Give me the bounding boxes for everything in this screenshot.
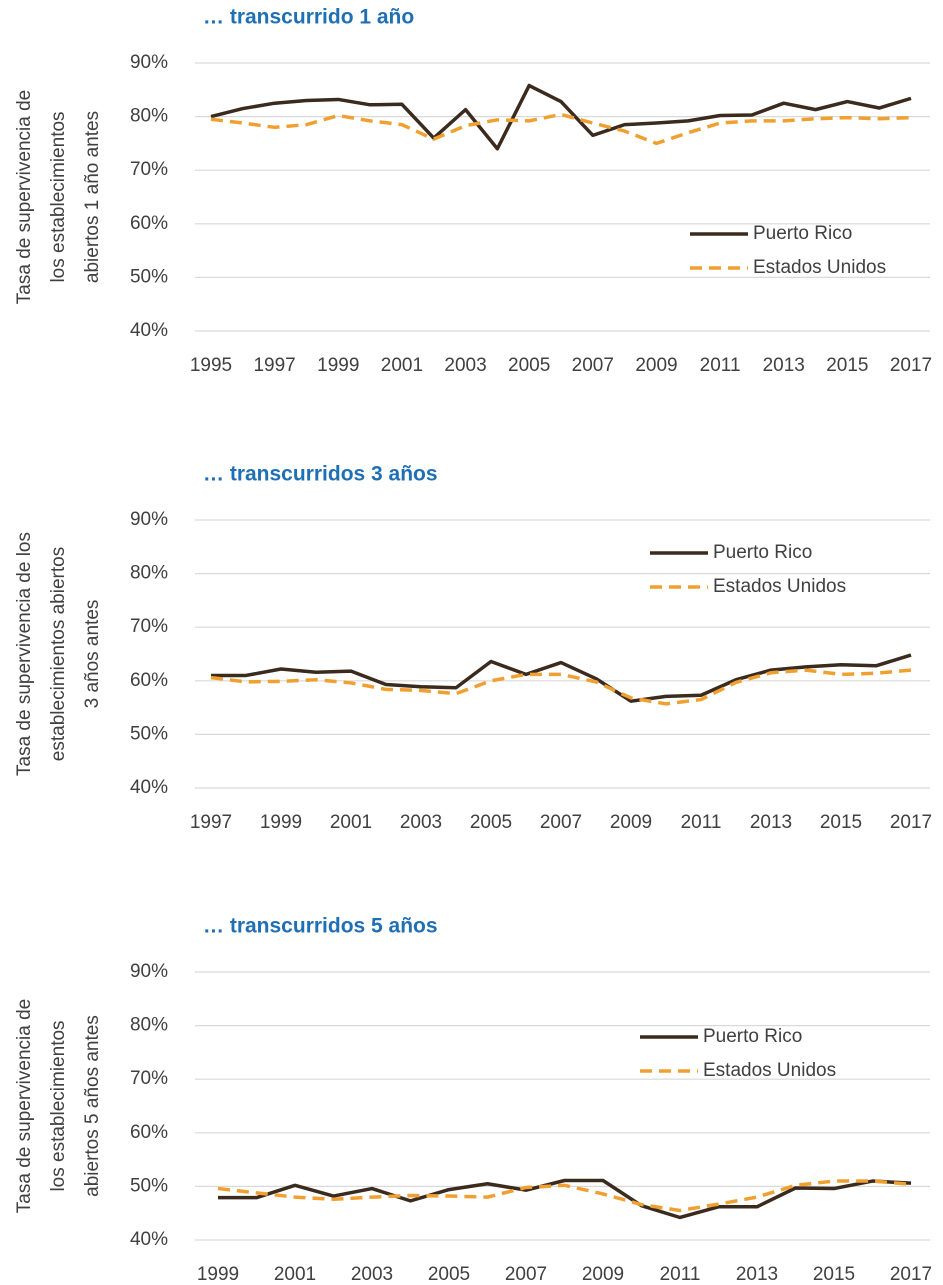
series-line — [217, 1179, 912, 1213]
x-tick-label: 2017 — [890, 355, 932, 376]
y-tick-label: 80% — [130, 1015, 168, 1036]
y-tick-label: 60% — [130, 213, 168, 234]
x-tick-label: 2011 — [681, 812, 722, 833]
y-tick-label: 60% — [130, 670, 168, 691]
chart-title: … transcurridos 5 años — [203, 915, 438, 938]
y-axis-label: establecimientos abiertos — [48, 547, 69, 761]
x-tick-label: 2009 — [635, 355, 677, 376]
legend-label: Puerto Rico — [713, 542, 812, 563]
y-tick-label: 80% — [130, 563, 168, 584]
x-tick-label: 2001 — [274, 1264, 316, 1285]
chart-title: … transcurridos 3 años — [203, 463, 438, 486]
y-axis-label: los establecimientos — [48, 111, 69, 282]
y-tick-label: 90% — [130, 961, 168, 982]
y-tick-label: 60% — [130, 1122, 168, 1143]
x-tick-label: 2001 — [381, 355, 423, 376]
chart-title: … transcurrido 1 año — [203, 6, 414, 29]
x-tick-label: 2003 — [351, 1264, 393, 1285]
y-axis-label: Tasa de supervivencia de — [14, 90, 35, 304]
series-line — [210, 668, 912, 706]
y-tick-label: 90% — [130, 52, 168, 73]
x-tick-label: 2007 — [540, 812, 582, 833]
x-tick-label: 2003 — [444, 355, 486, 376]
series-line — [211, 653, 912, 703]
x-tick-label: 2001 — [330, 812, 372, 833]
x-tick-label: 2005 — [428, 1264, 470, 1285]
y-tick-label: 90% — [130, 509, 168, 530]
y-axis-label: 3 años antes — [82, 600, 103, 709]
y-axis-label: abiertos 1 año antes — [82, 111, 103, 283]
legend-label: Puerto Rico — [703, 1026, 802, 1047]
x-tick-label: 2015 — [813, 1264, 855, 1285]
y-tick-label: 70% — [130, 616, 168, 637]
legend-label: Puerto Rico — [753, 223, 852, 244]
x-tick-label: 2005 — [470, 812, 512, 833]
y-tick-label: 70% — [130, 159, 168, 180]
x-tick-label: 2013 — [763, 355, 805, 376]
series-line — [210, 83, 912, 151]
y-axis-label: Tasa de supervivencia de — [14, 999, 35, 1213]
y-axis-label: abiertos 5 años antes — [82, 1015, 103, 1197]
x-tick-label: 1999 — [197, 1264, 239, 1285]
x-tick-label: 2015 — [826, 355, 868, 376]
y-axis-label: Tasa de supervivencia de los — [14, 532, 35, 776]
x-tick-label: 1999 — [317, 355, 359, 376]
legend-label: Estados Unidos — [753, 257, 886, 278]
series-line — [218, 1178, 912, 1220]
legend-label: Estados Unidos — [713, 576, 846, 597]
x-tick-label: 2007 — [505, 1264, 547, 1285]
x-tick-label: 2017 — [890, 812, 932, 833]
y-axis-label: los establecimientos — [48, 1020, 69, 1191]
x-tick-label: 1997 — [253, 355, 295, 376]
x-tick-label: 2011 — [700, 355, 741, 376]
x-tick-label: 2013 — [736, 1264, 778, 1285]
x-tick-label: 1997 — [190, 812, 232, 833]
y-tick-label: 50% — [130, 1175, 168, 1196]
x-tick-label: 2007 — [572, 355, 614, 376]
y-tick-label: 50% — [130, 723, 168, 744]
x-tick-label: 2009 — [582, 1264, 624, 1285]
x-tick-label: 1995 — [190, 355, 232, 376]
x-tick-label: 2005 — [508, 355, 550, 376]
x-tick-label: 1999 — [260, 812, 302, 833]
y-tick-label: 40% — [130, 1229, 168, 1250]
x-tick-label: 2011 — [660, 1264, 701, 1285]
x-tick-label: 2015 — [820, 812, 862, 833]
y-tick-label: 80% — [130, 106, 168, 127]
y-tick-label: 70% — [130, 1068, 168, 1089]
y-tick-label: 40% — [130, 320, 168, 341]
series-line — [210, 112, 912, 146]
x-tick-label: 2013 — [750, 812, 792, 833]
y-tick-label: 50% — [130, 266, 168, 287]
x-tick-label: 2009 — [610, 812, 652, 833]
x-tick-label: 2017 — [890, 1264, 932, 1285]
legend-label: Estados Unidos — [703, 1060, 836, 1081]
y-tick-label: 40% — [130, 777, 168, 798]
x-tick-label: 2003 — [400, 812, 442, 833]
